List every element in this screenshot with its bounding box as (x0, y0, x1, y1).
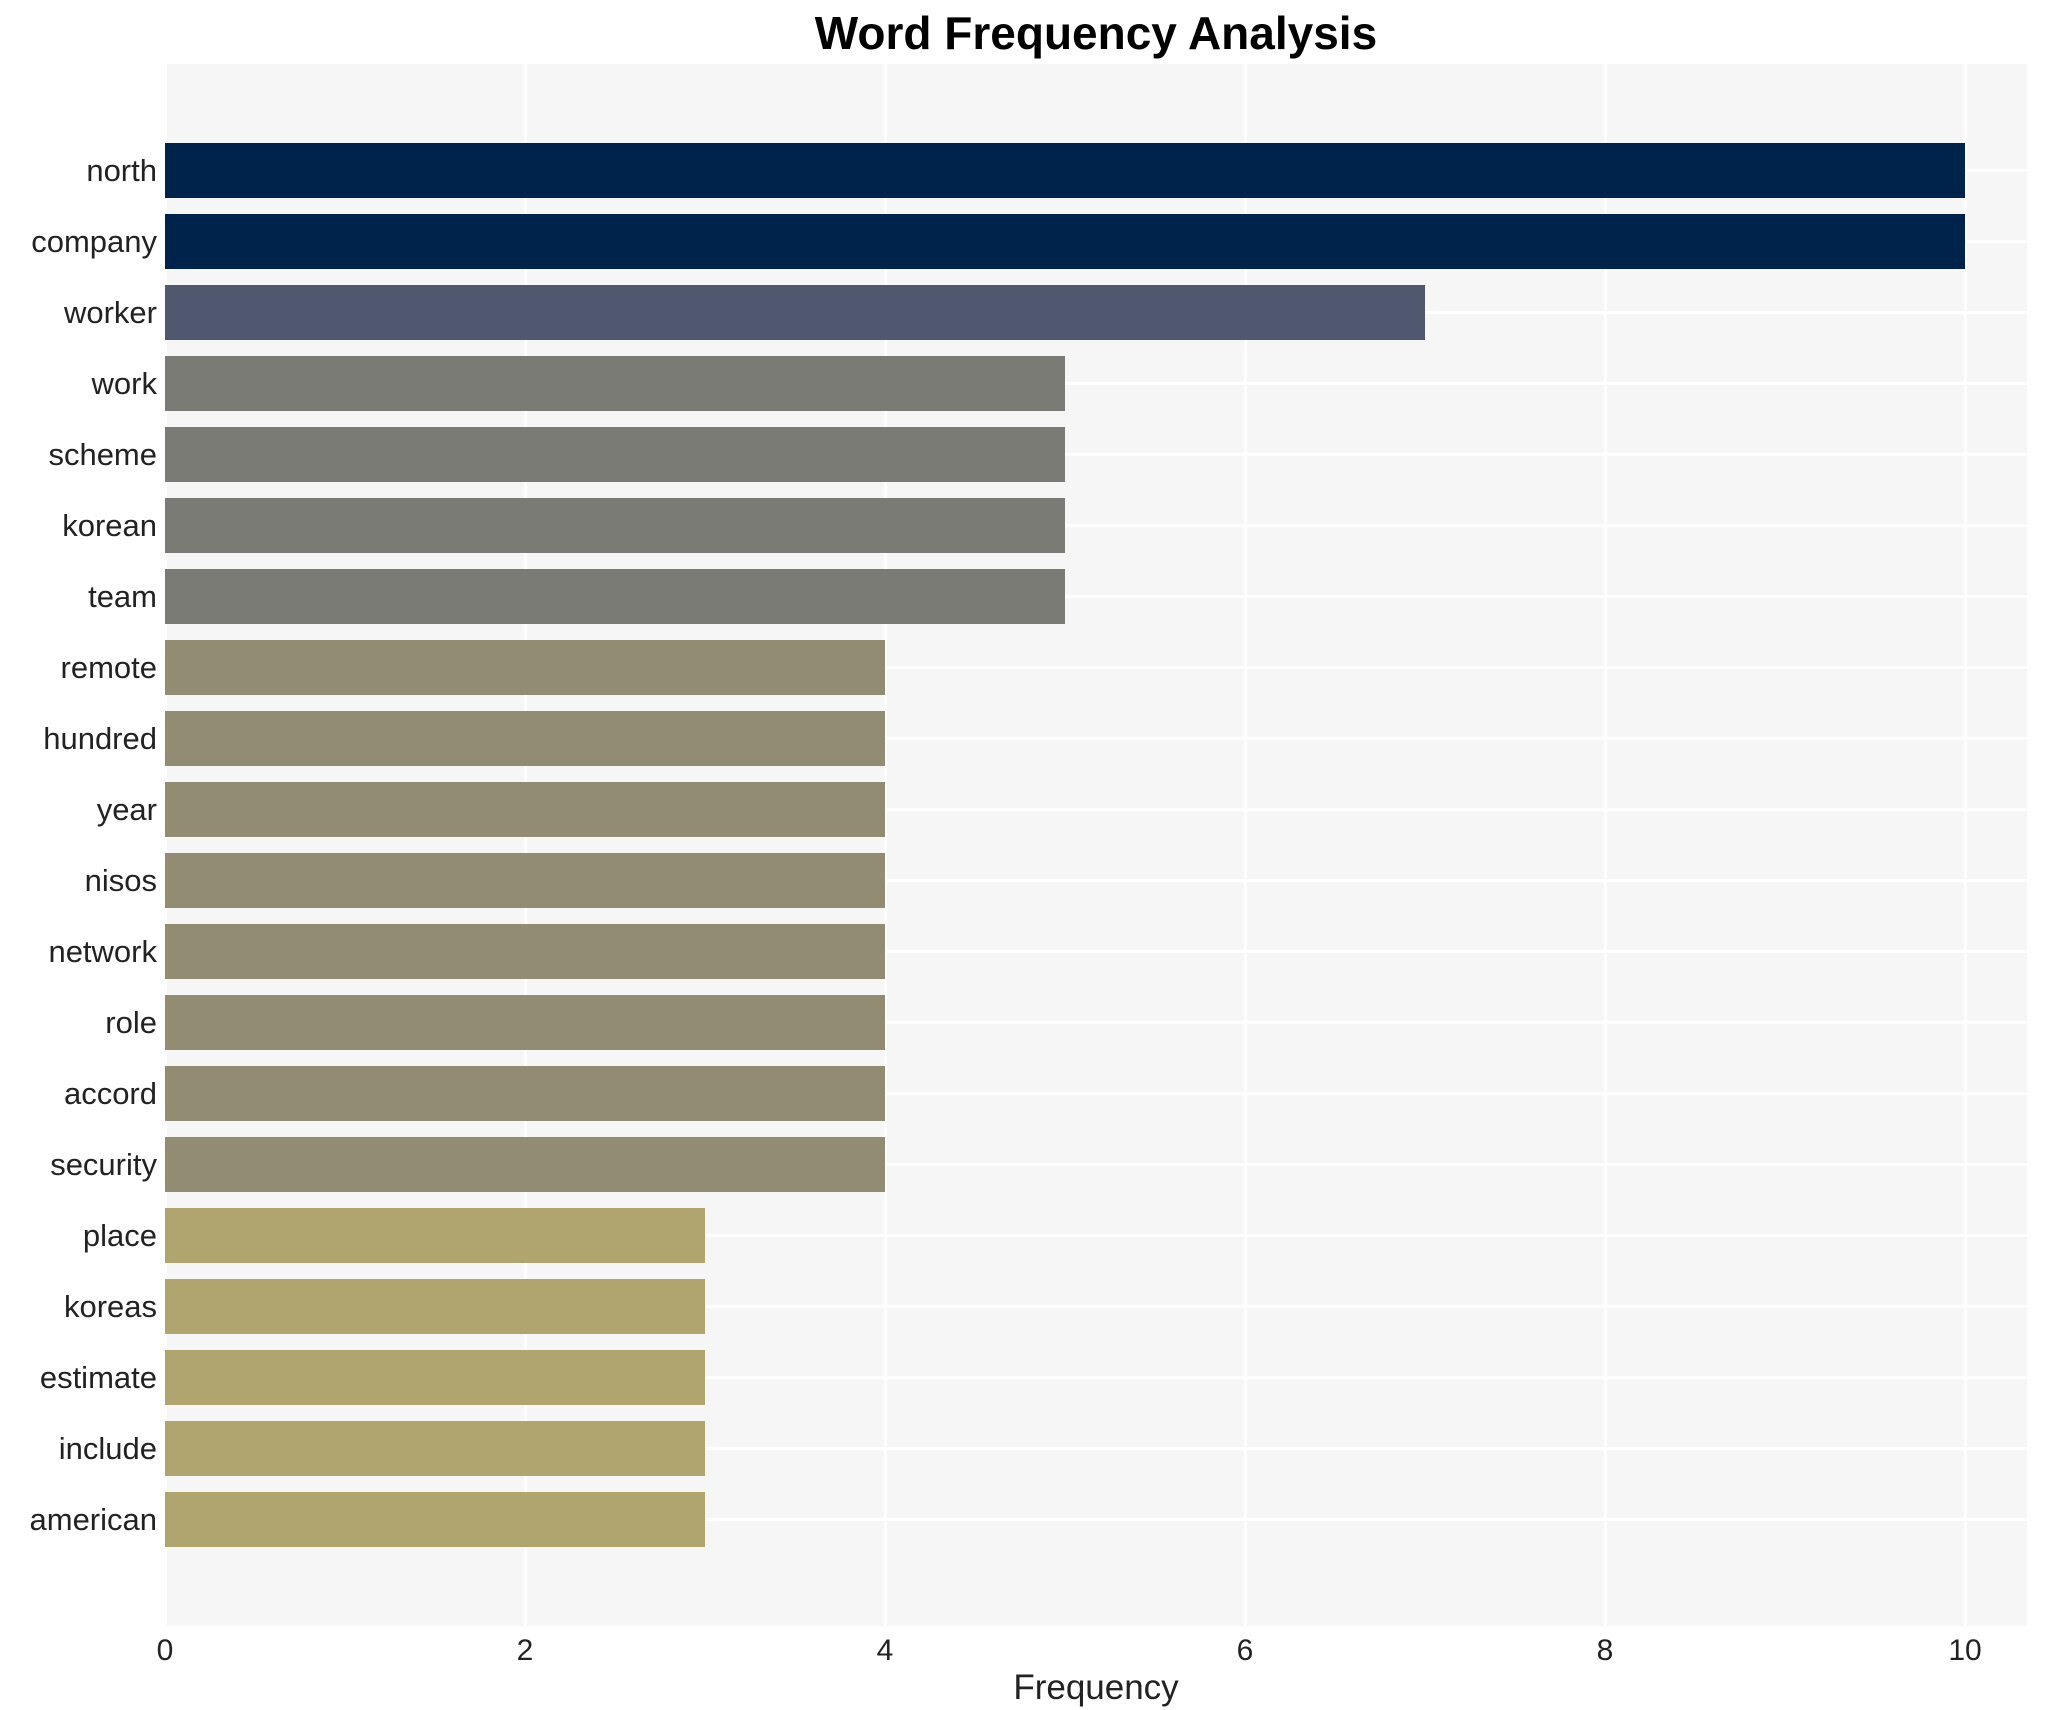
bar-row (165, 916, 2027, 987)
bar-row (165, 845, 2027, 916)
x-axis-tick: 2 (516, 1634, 534, 1667)
x-axis-tick: 4 (876, 1634, 894, 1667)
gridline-v (1604, 64, 1607, 1626)
bar-row (165, 1413, 2027, 1484)
bar (165, 1208, 705, 1263)
gridline-v (164, 64, 167, 1626)
x-axis-label: Frequency (1013, 1668, 1179, 1707)
gridline-h (165, 1305, 2027, 1308)
bar (165, 1350, 705, 1405)
bar-row (165, 561, 2027, 632)
bar (165, 1421, 705, 1476)
x-axis-tick: 10 (1948, 1634, 1982, 1667)
gridline-h (165, 595, 2027, 598)
bar-row (165, 277, 2027, 348)
x-axis-tick: 8 (1596, 1634, 1614, 1667)
gridline-h (165, 453, 2027, 456)
gridline-h (165, 879, 2027, 882)
bar-row (165, 1200, 2027, 1271)
bar-row (165, 1058, 2027, 1129)
bar (165, 569, 1065, 624)
y-axis-label: hundred (43, 721, 157, 756)
y-axis-label: year (96, 792, 157, 827)
y-axis-label: koreas (63, 1289, 157, 1324)
bar (165, 427, 1065, 482)
x-axis-ticks: 0 2 4 6 8 10 (157, 1634, 2027, 1674)
bar (165, 995, 885, 1050)
bar-row (165, 632, 2027, 703)
y-axis-label: nisos (84, 863, 157, 898)
plot-area (164, 64, 2027, 1626)
gridline-v (884, 64, 887, 1626)
bar (165, 1492, 705, 1547)
bar (165, 143, 1965, 198)
bar-row (165, 490, 2027, 561)
y-axis-label: company (31, 224, 157, 259)
y-axis-label: work (91, 366, 157, 401)
x-axis-tick: 6 (1236, 1634, 1254, 1667)
bar (165, 214, 1965, 269)
gridline-h (165, 1234, 2027, 1237)
y-axis-label: scheme (48, 437, 157, 472)
gridline-h (165, 737, 2027, 740)
bar-row (165, 1342, 2027, 1413)
bar-row (165, 348, 2027, 419)
bar-row (165, 987, 2027, 1058)
bar-row (165, 206, 2027, 277)
bar (165, 640, 885, 695)
y-axis-labels: north company worker work scheme korean team re… (0, 64, 158, 1626)
y-axis-label: north (86, 153, 157, 188)
gridline-h (165, 1092, 2027, 1095)
gridline-h (165, 808, 2027, 811)
bar-row (165, 419, 2027, 490)
gridline-h (165, 1163, 2027, 1166)
gridline-h (165, 382, 2027, 385)
gridline-h (165, 524, 2027, 527)
gridline-v (1244, 64, 1247, 1626)
gridline-v (524, 64, 527, 1626)
y-axis-label: estimate (39, 1360, 157, 1395)
y-axis-label: role (105, 1005, 157, 1040)
y-axis-label: include (58, 1431, 157, 1466)
bar (165, 853, 885, 908)
bar (165, 498, 1065, 553)
bar (165, 1137, 885, 1192)
gridline-h (165, 1021, 2027, 1024)
bar-rows (165, 64, 2027, 1626)
gridline-h (165, 666, 2027, 669)
y-axis-label: korean (62, 508, 157, 543)
bar (165, 1279, 705, 1334)
bar (165, 356, 1065, 411)
y-axis-label: american (29, 1502, 158, 1537)
gridline-v (1964, 64, 1967, 1626)
x-axis-tick: 0 (156, 1634, 174, 1667)
gridline-h (165, 1447, 2027, 1450)
bar (165, 1066, 885, 1121)
y-axis-label: worker (63, 295, 157, 330)
y-axis-label: accord (63, 1076, 157, 1111)
y-axis-label: security (50, 1147, 157, 1182)
bar-row (165, 703, 2027, 774)
bar (165, 711, 885, 766)
y-axis-label: place (82, 1218, 157, 1253)
bar-row (165, 135, 2027, 206)
bar-row (165, 1129, 2027, 1200)
bar (165, 924, 885, 979)
y-axis-label: network (48, 934, 157, 969)
bar-row (165, 1271, 2027, 1342)
y-axis-label: team (88, 579, 157, 614)
gridline-h (165, 1376, 2027, 1379)
y-axis-label: remote (60, 650, 157, 685)
gridline-h (165, 950, 2027, 953)
chart-title: Word Frequency Analysis (814, 7, 1378, 59)
gridline-h (165, 1518, 2027, 1521)
bar-row (165, 1484, 2027, 1555)
bar (165, 782, 885, 837)
bar (165, 285, 1425, 340)
bar-row (165, 774, 2027, 845)
